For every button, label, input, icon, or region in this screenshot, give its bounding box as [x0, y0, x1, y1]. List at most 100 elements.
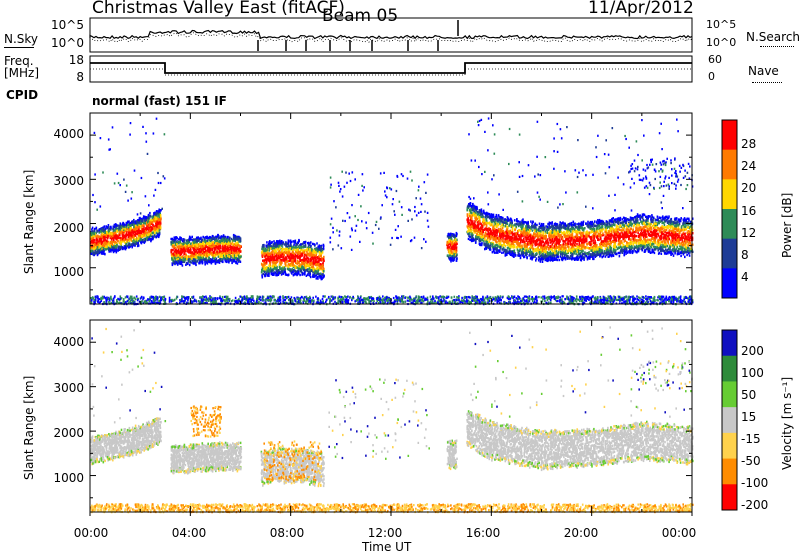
- echo-pixel: [209, 258, 212, 261]
- echo-pixel: [96, 238, 99, 241]
- echo-pixel: [170, 237, 172, 241]
- echo-pixel: [290, 240, 293, 244]
- echo-pixel: [93, 232, 96, 236]
- echo-pixel: [170, 253, 173, 256]
- echo-pixel: [300, 245, 303, 249]
- echo-pixel: [158, 223, 161, 226]
- noise-panel-frame: [89, 17, 693, 53]
- echo-pixel: [686, 217, 689, 220]
- echo-pixel: [119, 247, 121, 250]
- echo-pixel: [239, 250, 242, 253]
- echo-pixel: [501, 251, 503, 254]
- echo-pixel: [239, 256, 241, 259]
- echo-pixel: [173, 260, 176, 263]
- echo-pixel: [264, 257, 267, 260]
- echo-pixel: [90, 247, 92, 250]
- echo-pixel: [275, 264, 277, 267]
- echo-pixel: [121, 235, 124, 238]
- echo-pixel: [107, 243, 110, 246]
- echo-pixel: [513, 234, 516, 237]
- echo-pixel: [295, 272, 297, 276]
- echo-pixel: [264, 263, 266, 267]
- echo-pixel: [216, 252, 219, 255]
- echo-pixel: [105, 241, 107, 245]
- echo-pixel: [475, 214, 478, 218]
- echo-pixel: [211, 258, 213, 261]
- echo-pixel: [104, 248, 106, 251]
- echo-pixel: [238, 256, 240, 259]
- echo-pixel: [171, 242, 174, 245]
- echo-pixel: [155, 210, 158, 213]
- echo-pixel: [141, 234, 143, 238]
- echo-pixel: [156, 225, 158, 229]
- echo-pixel: [207, 258, 210, 262]
- echo-pixel: [202, 258, 204, 261]
- echo-pixel: [598, 227, 600, 231]
- echo-pixel: [665, 245, 667, 248]
- echo-pixel: [290, 247, 293, 251]
- echo-pixel: [570, 230, 572, 233]
- echo-pixel: [585, 232, 587, 235]
- echo-pixel: [212, 242, 214, 246]
- echo-pixel: [188, 257, 191, 261]
- echo-pixel: [210, 259, 212, 263]
- echo-pixel: [320, 255, 322, 258]
- echo-pixel: [159, 224, 162, 227]
- echo-pixel: [128, 220, 130, 223]
- echo-pixel: [304, 240, 307, 244]
- echo-pixel: [170, 241, 173, 244]
- echo-pixel: [292, 269, 295, 272]
- echo-pixel: [201, 259, 203, 262]
- echo-pixel: [202, 243, 205, 246]
- echo-pixel: [129, 245, 131, 248]
- echo-pixel: [294, 270, 297, 273]
- echo-pixel: [155, 221, 157, 225]
- echo-pixel: [456, 253, 458, 256]
- echo-pixel: [141, 233, 144, 236]
- echo-pixel: [308, 270, 310, 274]
- echo-pixel: [641, 249, 643, 252]
- echo-pixel: [545, 257, 547, 260]
- echo-pixel: [476, 210, 479, 214]
- echo-pixel: [289, 258, 292, 261]
- echo-pixel: [233, 260, 236, 263]
- echo-pixel: [266, 254, 269, 257]
- echo-pixel: [112, 227, 114, 231]
- echo-pixel: [92, 247, 95, 251]
- echo-pixel: [545, 225, 547, 228]
- echo-pixel: [322, 261, 324, 264]
- echo-pixel: [625, 249, 628, 252]
- echo-pixel: [294, 253, 297, 256]
- echo-pixel: [143, 229, 146, 232]
- echo-pixel: [280, 267, 283, 270]
- echo-pixel: [213, 255, 215, 258]
- echo-pixel: [196, 241, 199, 244]
- echo-pixel: [307, 241, 310, 245]
- echo-pixel: [622, 216, 625, 219]
- echo-pixel: [297, 246, 299, 249]
- echo-pixel: [232, 233, 235, 237]
- echo-pixel: [319, 258, 321, 262]
- echo-pixel: [219, 253, 221, 256]
- echo-pixel: [480, 224, 483, 227]
- echo-pixel: [295, 242, 297, 246]
- echo-pixel: [188, 259, 191, 263]
- echo-pixel: [266, 266, 268, 269]
- echo-pixel: [159, 226, 162, 229]
- echo-pixel: [605, 225, 608, 228]
- echo-pixel: [235, 235, 238, 239]
- echo-pixel: [98, 231, 101, 234]
- echo-pixel: [233, 259, 235, 262]
- echo-pixel: [100, 229, 102, 232]
- echo-pixel: [183, 253, 185, 256]
- echo-pixel: [156, 231, 158, 234]
- echo-pixel: [537, 244, 540, 247]
- echo-pixel: [308, 261, 310, 264]
- echo-pixel: [209, 247, 212, 251]
- echo-pixel: [617, 251, 620, 255]
- echo-pixel: [320, 259, 322, 262]
- echo-pixel: [182, 249, 184, 252]
- echo-pixel: [126, 221, 129, 224]
- echo-pixel: [303, 272, 306, 275]
- echo-pixel: [129, 234, 131, 237]
